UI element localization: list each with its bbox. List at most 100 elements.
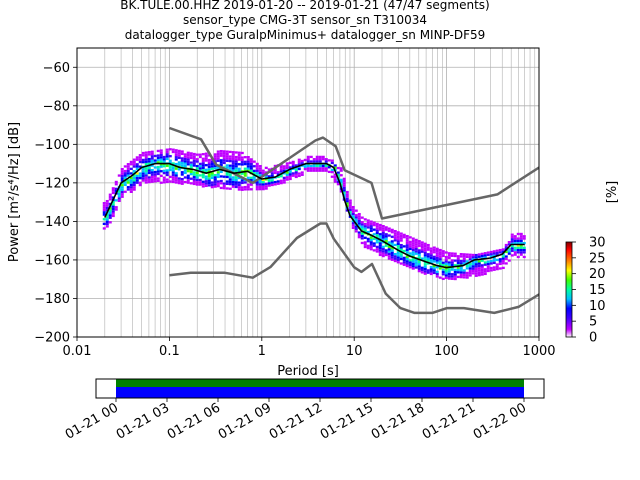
heatmap-cell bbox=[207, 168, 211, 171]
heatmap-cell bbox=[402, 233, 406, 237]
heatmap-cell bbox=[405, 241, 409, 245]
heatmap-cell bbox=[234, 151, 238, 154]
heatmap-cell bbox=[480, 254, 484, 258]
heatmap-cell bbox=[480, 266, 484, 269]
heatmap-cell bbox=[360, 232, 364, 235]
heatmap-cell bbox=[243, 156, 247, 159]
heatmap-cell bbox=[129, 160, 133, 164]
heatmap-cell bbox=[117, 195, 121, 198]
heatmap-cell bbox=[132, 179, 136, 182]
heatmap-cell bbox=[450, 263, 454, 267]
heatmap-cell bbox=[147, 151, 151, 154]
heatmap-cell bbox=[129, 172, 133, 175]
heatmap-cell bbox=[156, 168, 160, 171]
heatmap-cell bbox=[240, 156, 244, 159]
heatmap-cell bbox=[141, 151, 145, 155]
heatmap-cell bbox=[339, 178, 343, 181]
heatmap-cell bbox=[156, 177, 160, 180]
median-line bbox=[104, 162, 525, 269]
heatmap-cell bbox=[381, 238, 385, 242]
heatmap-cell bbox=[426, 269, 430, 272]
heatmap-cell bbox=[261, 181, 265, 184]
heatmap-cell bbox=[162, 155, 166, 159]
heatmap-cell bbox=[492, 261, 496, 264]
heatmap-cell bbox=[345, 209, 349, 212]
heatmap-cell bbox=[357, 213, 361, 216]
heatmap-cell bbox=[405, 248, 409, 252]
heatmap-cell bbox=[291, 160, 295, 164]
heatmap-cell bbox=[306, 169, 310, 172]
heatmap-cell bbox=[111, 212, 115, 215]
colorbar-tick-label: 10 bbox=[589, 299, 606, 314]
heatmap-cell bbox=[198, 155, 202, 159]
heatmap-cell bbox=[171, 178, 175, 181]
heatmap-cell bbox=[396, 247, 400, 250]
heatmap-cell bbox=[279, 165, 283, 169]
heatmap-cell bbox=[387, 234, 391, 237]
heatmap-cell bbox=[120, 179, 124, 182]
heatmap-cell bbox=[426, 260, 430, 263]
heatmap-cell bbox=[450, 275, 454, 278]
heatmap-cell bbox=[240, 151, 244, 155]
heatmap-cell bbox=[399, 262, 403, 265]
heatmap-cell bbox=[501, 257, 505, 260]
heatmap-cell bbox=[135, 158, 139, 161]
heatmap-cell bbox=[183, 164, 187, 168]
heatmap-cell bbox=[201, 185, 205, 188]
heatmap-cell bbox=[216, 171, 220, 174]
heatmap-cell bbox=[462, 262, 466, 265]
chart-title-line-1: BK.TULE.00.HHZ 2019-01-20 -- 2019-01-21 … bbox=[120, 0, 490, 12]
heatmap-cell bbox=[441, 268, 445, 271]
heatmap-cell bbox=[513, 253, 517, 256]
heatmap-cell bbox=[147, 157, 151, 161]
heatmap-cell bbox=[438, 258, 442, 261]
heatmap-cell bbox=[513, 246, 517, 249]
heatmap-cell bbox=[129, 176, 133, 180]
heatmap-cell bbox=[453, 270, 457, 274]
axis-ticks: 0.01 0.1 1 10 100 1000 −60 −80 −100 −120 −140 −160 −… bbox=[34, 61, 555, 359]
heatmap-cell bbox=[117, 199, 121, 203]
heatmap-cell bbox=[150, 155, 154, 158]
heatmap-cell bbox=[369, 248, 373, 251]
heatmap-cell bbox=[207, 175, 211, 178]
heatmap-cell bbox=[291, 174, 295, 177]
heatmap-cell bbox=[108, 211, 112, 215]
heatmap-cell bbox=[249, 169, 253, 173]
heatmap-cell bbox=[372, 242, 376, 245]
heatmap-cell bbox=[468, 258, 472, 261]
heatmap-cell bbox=[483, 263, 487, 266]
heatmap-cell bbox=[222, 161, 226, 165]
heatmap-cell bbox=[369, 236, 373, 239]
heatmap-cell bbox=[438, 262, 442, 266]
heatmap-cell bbox=[147, 162, 151, 165]
heatmap-cell bbox=[447, 254, 451, 257]
coverage-tick-label: 01-22 00 bbox=[471, 400, 529, 442]
heatmap-cell bbox=[519, 235, 523, 238]
heatmap-cell bbox=[240, 186, 244, 189]
heatmap-cell bbox=[465, 274, 469, 277]
heatmap-cell bbox=[171, 180, 175, 184]
heatmap-cell bbox=[393, 234, 397, 237]
heatmap-cell bbox=[240, 163, 244, 166]
heatmap-cell bbox=[441, 254, 445, 258]
heatmap-cell bbox=[405, 237, 409, 240]
heatmap-cell bbox=[444, 267, 448, 270]
heatmap-cell bbox=[228, 180, 232, 183]
heatmap-cell bbox=[258, 167, 262, 170]
heatmap-cell bbox=[219, 186, 223, 190]
heatmap-cell bbox=[150, 169, 154, 172]
coverage-tick-label: 01-21 03 bbox=[114, 400, 172, 442]
heatmap-cell bbox=[459, 262, 463, 265]
heatmap-cell bbox=[402, 245, 406, 248]
heatmap-cell bbox=[168, 164, 172, 167]
heatmap-cell bbox=[438, 248, 442, 252]
heatmap-cell bbox=[348, 199, 352, 202]
heatmap-cell bbox=[135, 172, 139, 175]
heatmap-cell bbox=[177, 163, 181, 166]
heatmap-cell bbox=[471, 272, 475, 275]
heatmap-cell bbox=[354, 221, 358, 224]
heatmap-cell bbox=[390, 235, 394, 238]
heatmap-cell bbox=[393, 232, 397, 235]
heatmap-cell bbox=[399, 243, 403, 247]
heatmap-cell bbox=[180, 182, 184, 185]
